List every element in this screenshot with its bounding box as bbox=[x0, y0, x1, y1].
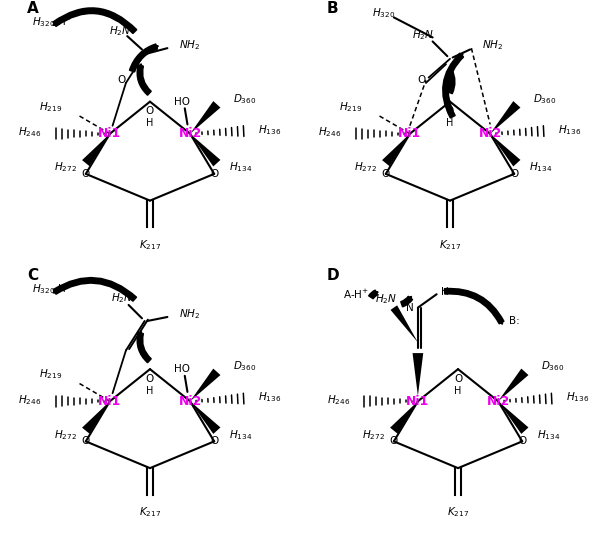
Text: H: H bbox=[454, 386, 462, 395]
Text: O: O bbox=[390, 437, 398, 446]
FancyArrowPatch shape bbox=[130, 44, 158, 72]
Text: $H_{136}$: $H_{136}$ bbox=[259, 391, 281, 404]
Text: O: O bbox=[518, 437, 526, 446]
Text: N: N bbox=[406, 303, 414, 312]
Text: HO: HO bbox=[174, 97, 190, 106]
Text: $K_{217}$: $K_{217}$ bbox=[439, 238, 461, 251]
Text: $H_{272}$: $H_{272}$ bbox=[362, 428, 385, 441]
Text: $H_2N$: $H_2N$ bbox=[111, 292, 133, 305]
Polygon shape bbox=[490, 134, 520, 166]
Text: B:: B: bbox=[509, 316, 520, 326]
Text: A-H$^{+}$: A-H$^{+}$ bbox=[343, 288, 369, 301]
Polygon shape bbox=[498, 401, 529, 434]
Text: Ni1: Ni1 bbox=[406, 395, 430, 408]
Text: O: O bbox=[118, 75, 126, 85]
Text: $D_{360}$: $D_{360}$ bbox=[533, 92, 556, 106]
Text: $H_{272}$: $H_{272}$ bbox=[53, 160, 76, 174]
Polygon shape bbox=[413, 353, 423, 396]
Text: O: O bbox=[418, 75, 426, 85]
Text: $H_{136}$: $H_{136}$ bbox=[566, 391, 590, 404]
Text: $H_2N$: $H_2N$ bbox=[412, 28, 434, 42]
Polygon shape bbox=[190, 401, 220, 434]
Text: $K_{217}$: $K_{217}$ bbox=[447, 506, 469, 519]
FancyArrowPatch shape bbox=[53, 8, 136, 33]
Text: $H_{219}$: $H_{219}$ bbox=[338, 100, 362, 114]
FancyArrowPatch shape bbox=[443, 54, 463, 118]
Text: $H_{134}$: $H_{134}$ bbox=[529, 160, 552, 174]
Text: $H_{246}$: $H_{246}$ bbox=[19, 393, 41, 407]
Text: $NH_2$: $NH_2$ bbox=[179, 308, 201, 321]
Polygon shape bbox=[391, 305, 418, 342]
Polygon shape bbox=[82, 401, 110, 434]
Text: O: O bbox=[446, 106, 454, 116]
Text: HO: HO bbox=[174, 364, 190, 374]
Text: D: D bbox=[327, 268, 340, 283]
FancyArrowPatch shape bbox=[445, 289, 503, 324]
Text: $D_{360}$: $D_{360}$ bbox=[233, 92, 256, 106]
Text: O: O bbox=[146, 106, 154, 116]
Text: O: O bbox=[382, 169, 390, 179]
Polygon shape bbox=[190, 134, 220, 166]
Text: H: H bbox=[146, 118, 154, 128]
Text: O: O bbox=[510, 169, 518, 179]
FancyArrowPatch shape bbox=[53, 278, 136, 301]
Text: $K_{217}$: $K_{217}$ bbox=[139, 238, 161, 251]
Text: $H_{134}$: $H_{134}$ bbox=[537, 428, 560, 441]
Text: $D_{360}$: $D_{360}$ bbox=[233, 360, 256, 373]
Polygon shape bbox=[490, 101, 520, 134]
Text: Ni1: Ni1 bbox=[98, 395, 121, 408]
Text: H: H bbox=[446, 118, 454, 128]
Text: $H_{219}$: $H_{219}$ bbox=[38, 100, 62, 114]
FancyArrowPatch shape bbox=[137, 64, 151, 95]
Polygon shape bbox=[82, 134, 110, 166]
Text: H: H bbox=[441, 287, 449, 296]
Text: $NH_2$: $NH_2$ bbox=[482, 39, 503, 52]
Text: A: A bbox=[27, 1, 38, 16]
Text: Ni1: Ni1 bbox=[398, 127, 421, 140]
Text: $K_{217}$: $K_{217}$ bbox=[139, 506, 161, 519]
Text: $H_{134}$: $H_{134}$ bbox=[229, 428, 252, 441]
Text: $NH_2$: $NH_2$ bbox=[179, 39, 201, 52]
Text: O: O bbox=[82, 169, 90, 179]
Polygon shape bbox=[190, 101, 220, 134]
Text: $H_{272}$: $H_{272}$ bbox=[353, 160, 376, 174]
Text: $H_{246}$: $H_{246}$ bbox=[19, 126, 41, 139]
Text: H: H bbox=[146, 386, 154, 395]
Text: $H_{272}$: $H_{272}$ bbox=[53, 428, 76, 441]
Text: $H_{219}$: $H_{219}$ bbox=[38, 368, 62, 381]
Text: Ni2: Ni2 bbox=[179, 127, 202, 140]
Text: $H_{320}$-H$^{+}$: $H_{320}$-H$^{+}$ bbox=[32, 14, 73, 29]
Text: $H_{246}$: $H_{246}$ bbox=[326, 393, 350, 407]
Polygon shape bbox=[498, 369, 529, 401]
Text: $H_2N$: $H_2N$ bbox=[374, 293, 397, 307]
Text: $H_{136}$: $H_{136}$ bbox=[559, 123, 581, 136]
Text: Ni1: Ni1 bbox=[98, 127, 121, 140]
Text: O: O bbox=[210, 169, 218, 179]
Polygon shape bbox=[382, 134, 410, 166]
Text: O: O bbox=[454, 373, 462, 384]
Polygon shape bbox=[390, 401, 418, 434]
FancyArrowPatch shape bbox=[369, 291, 378, 299]
Text: C: C bbox=[27, 268, 38, 283]
Text: Ni2: Ni2 bbox=[487, 395, 510, 408]
Text: $D_{360}$: $D_{360}$ bbox=[541, 360, 565, 373]
FancyArrowPatch shape bbox=[137, 332, 151, 362]
Text: O: O bbox=[82, 437, 90, 446]
Text: O: O bbox=[146, 373, 154, 384]
Text: Ni2: Ni2 bbox=[179, 395, 202, 408]
Text: Ni2: Ni2 bbox=[479, 127, 502, 140]
FancyArrowPatch shape bbox=[448, 69, 455, 94]
FancyArrowPatch shape bbox=[401, 296, 412, 307]
Text: $H_{320}$-H$^{+}$: $H_{320}$-H$^{+}$ bbox=[32, 281, 73, 296]
Text: $H_{136}$: $H_{136}$ bbox=[259, 123, 281, 136]
Text: $H_{320}$: $H_{320}$ bbox=[371, 6, 395, 20]
Polygon shape bbox=[190, 369, 220, 401]
Text: B: B bbox=[327, 1, 338, 16]
Text: $H_{246}$: $H_{246}$ bbox=[319, 126, 341, 139]
Text: O: O bbox=[210, 437, 218, 446]
Text: $H_{134}$: $H_{134}$ bbox=[229, 160, 252, 174]
Text: $H_2N$: $H_2N$ bbox=[109, 24, 131, 37]
